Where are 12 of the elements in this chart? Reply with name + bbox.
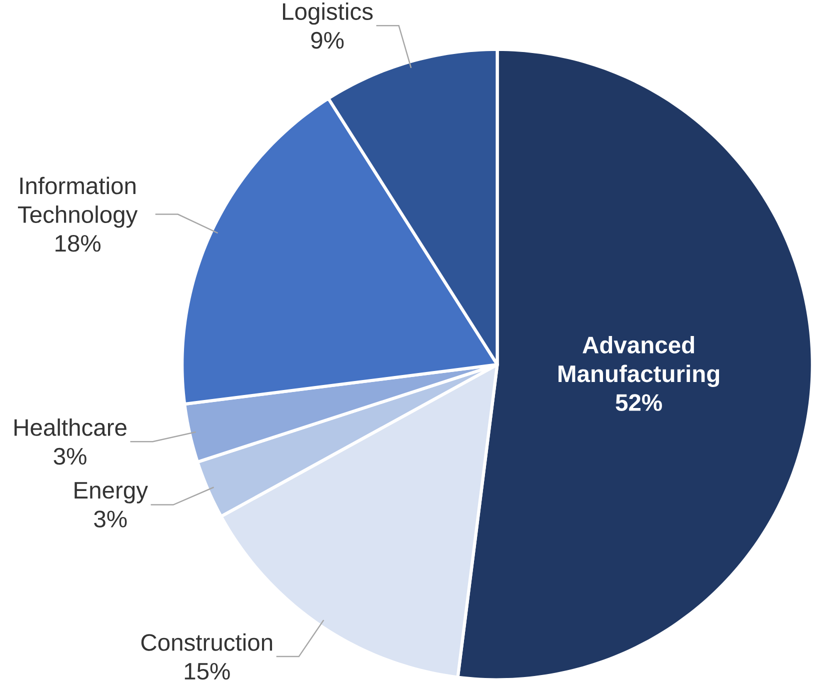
- slice-label: Advanced Manufacturing: [558, 336, 720, 387]
- data-label: 3%: [94, 510, 127, 528]
- slice-label: Logistics: [283, 2, 373, 25]
- data-label: 18%: [56, 234, 100, 252]
- slice-label: Information Technology: [18, 176, 138, 228]
- slice-label: Construction: [141, 633, 272, 651]
- data-label: 3%: [54, 448, 86, 465]
- data-label: 15%: [184, 662, 230, 680]
- data-label: 9%: [311, 32, 344, 49]
- slice-label: Energy: [74, 482, 148, 504]
- data-label: 52%: [616, 394, 662, 411]
- slice-label: Healthcare: [14, 418, 126, 436]
